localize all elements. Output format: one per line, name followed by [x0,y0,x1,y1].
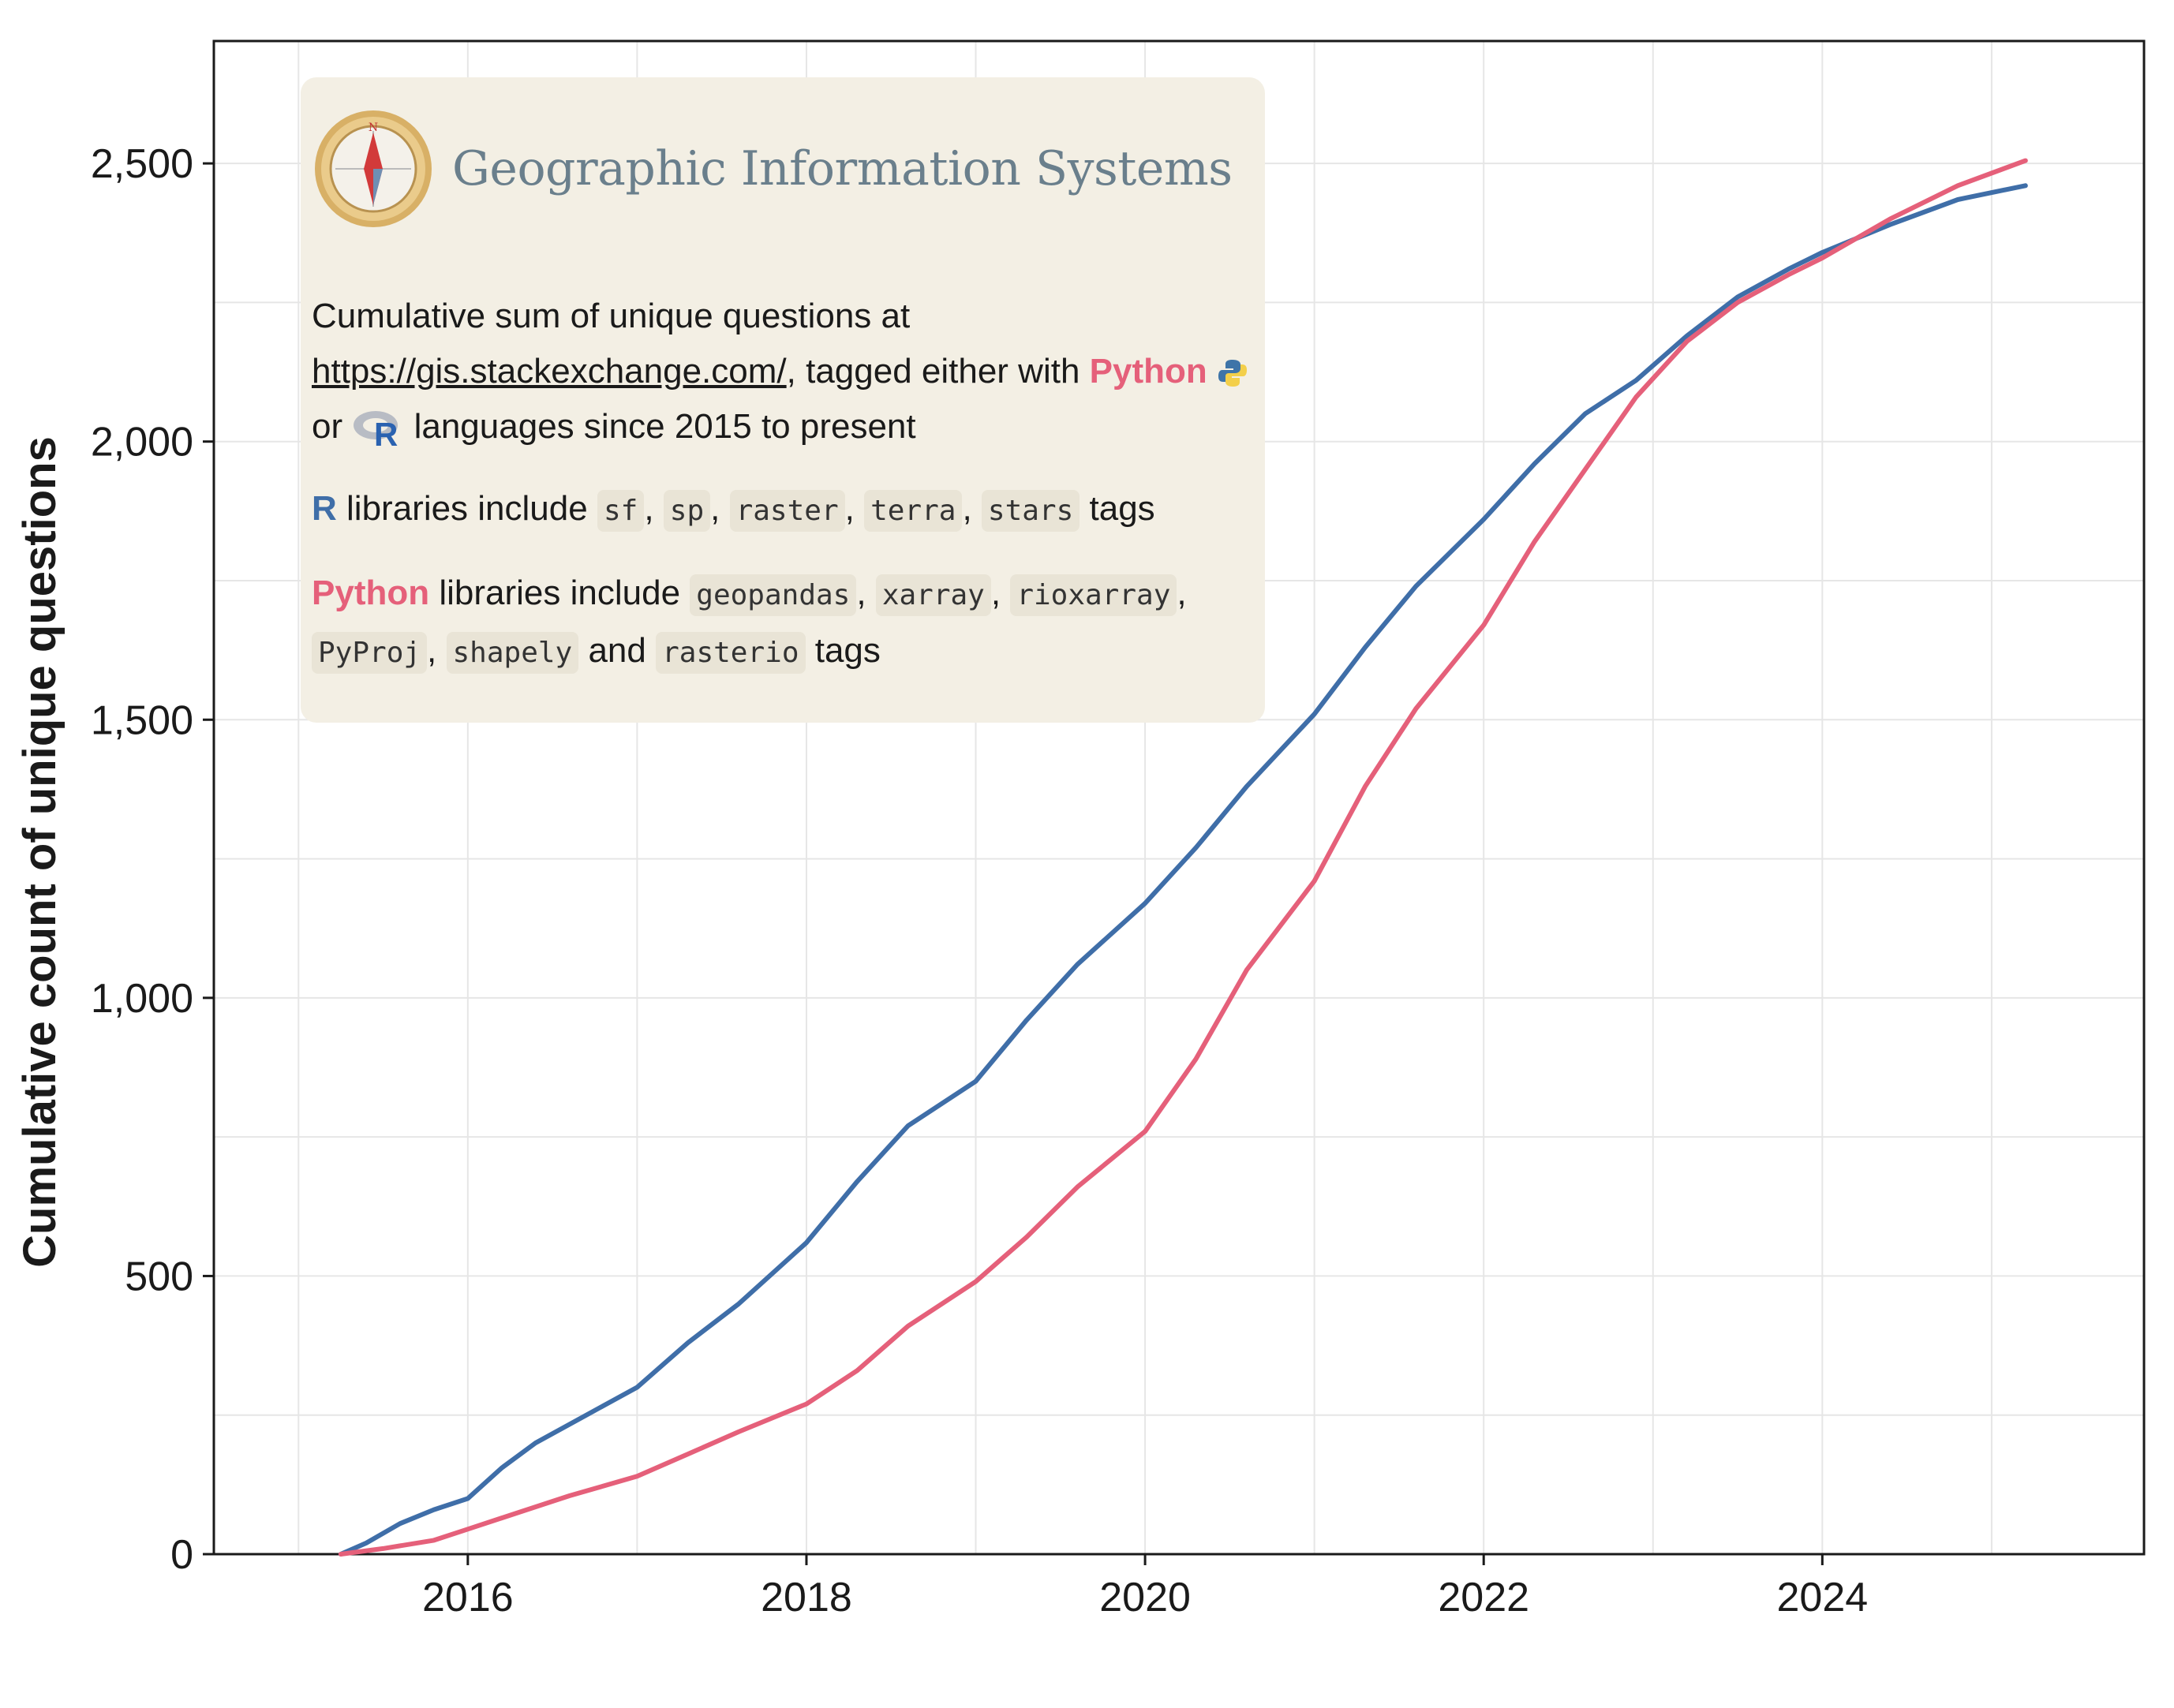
y-axis: 0 500 1,000 1,500 2,000 2,500 [91,141,214,1578]
y-tick-label: 2,000 [91,420,193,465]
x-tick-label: 2016 [422,1575,514,1620]
series-layer [338,158,2028,1557]
site-title: Geographic Information Systems [452,141,1233,196]
py-tag: geopandas [690,574,857,616]
py-tag: PyProj [312,632,428,674]
series-line-python [338,158,2028,1557]
x-tick-label: 2022 [1438,1575,1529,1620]
r-word: R [312,489,337,528]
source-url[interactable]: https://gis.stackexchange.com/ [312,352,787,391]
py-libs-pre: libraries include [439,574,681,612]
python-logo-icon [1218,360,1247,387]
annotation-box: N Geographic Information Systems Cumulat… [301,77,1265,723]
r-tag: terra [864,490,963,532]
annotation-text: Cumulative sum of unique questions at ht… [312,289,1251,681]
r-tag: sp [663,490,711,532]
site-header: N Geographic Information Systems [312,107,1233,230]
r-tag: stars [981,490,1080,532]
x-tick-label: 2024 [1776,1575,1868,1620]
and-word: and [588,631,646,670]
r-tag: sf [597,490,645,532]
py-tag: rasterio [656,632,806,674]
tags-word-2: tags [814,631,881,670]
plot-frame [212,39,2146,1556]
python-word-2: Python [312,574,430,612]
x-axis: 2016 2018 2020 2022 2024 [422,1554,1868,1620]
desc-line2-post: languages since 2015 to present [413,407,916,446]
y-tick-label: 2,500 [91,141,193,187]
or-word: or [312,407,343,446]
tags-word: tags [1089,489,1155,528]
desc-line1-pre: Cumulative sum of unique questions at [312,297,911,335]
y-tick-label: 500 [125,1254,193,1299]
y-tick-label: 0 [170,1532,193,1578]
r-tag: raster [729,490,845,532]
python-word: Python [1089,352,1207,391]
y-axis-title: Cumulative count of unique questions [14,436,65,1268]
r-logo-icon: R [354,411,399,449]
svg-text:N: N [369,121,378,134]
series-line-r [338,183,2028,1557]
py-tag: xarray [875,574,991,616]
py-tag: shapely [446,632,579,674]
compass-icon: N [315,110,432,227]
x-tick-label: 2018 [761,1575,852,1620]
desc-line1-post: , tagged either with [786,352,1090,391]
svg-text:R: R [374,416,398,449]
y-tick-label: 1,000 [91,976,193,1022]
y-tick-label: 1,500 [91,697,193,743]
py-tag: rioxarray [1010,574,1177,616]
x-tick-label: 2020 [1099,1575,1191,1620]
r-libs-pre: libraries include [346,489,588,528]
